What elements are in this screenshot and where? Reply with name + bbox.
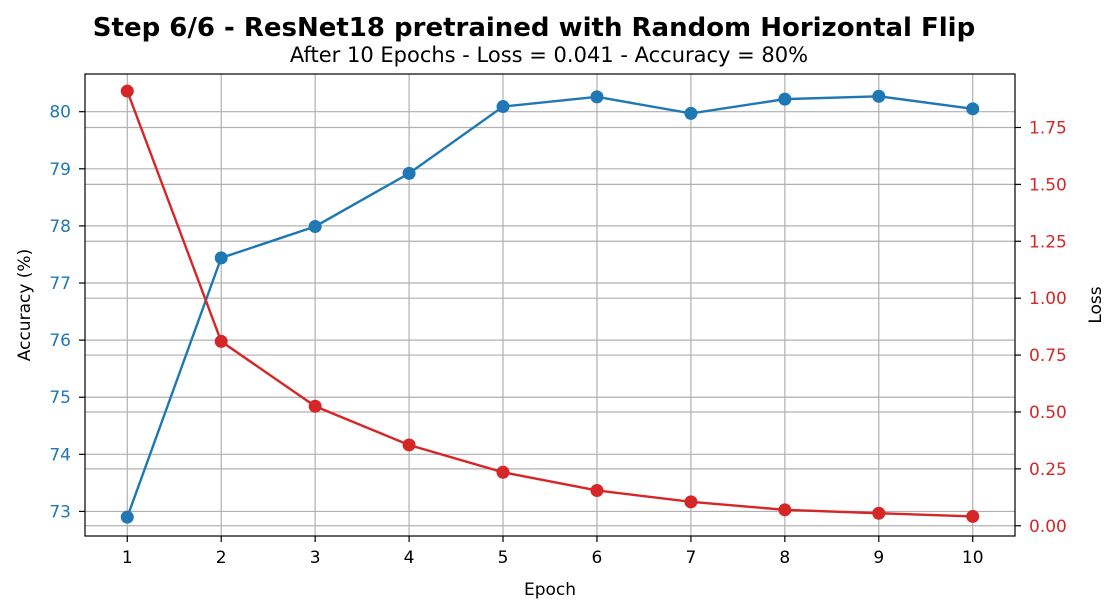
left-axis-ticks: 73 74 75 76 77 78 79 80	[49, 103, 85, 522]
accuracy-point	[214, 251, 228, 265]
x-tick-label: 5	[498, 548, 509, 568]
right-tick-label: 1.25	[1029, 232, 1067, 252]
accuracy-point	[120, 510, 134, 524]
loss-series-line	[126, 90, 973, 518]
loss-point	[402, 438, 416, 452]
x-axis-ticks: 1 2 3 4 5 6 7 8 9 10	[122, 536, 984, 568]
loss-point	[684, 495, 698, 509]
loss-point	[966, 509, 980, 523]
plot-frame	[84, 73, 1016, 537]
right-axis-label: Loss	[1086, 286, 1106, 323]
right-tick-label: 1.50	[1029, 175, 1067, 195]
right-tick-label: 0.75	[1029, 346, 1067, 366]
left-axis-label: Accuracy (%)	[15, 249, 35, 361]
accuracy-point	[684, 106, 698, 120]
right-tick-label: 0.25	[1029, 460, 1067, 480]
accuracy-point	[496, 100, 510, 114]
loss-point	[214, 334, 228, 348]
accuracy-point	[778, 92, 792, 106]
left-tick-label: 80	[49, 103, 71, 123]
chart-subtitle: After 10 Epochs - Loss = 0.041 - Accurac…	[290, 43, 808, 67]
left-tick-label: 76	[49, 331, 71, 351]
left-tick-label: 77	[49, 274, 71, 294]
x-tick-label: 8	[779, 548, 790, 568]
accuracy-point	[308, 219, 322, 233]
grid	[85, 74, 1015, 536]
loss-point	[590, 483, 604, 497]
x-tick-label: 2	[216, 548, 227, 568]
right-tick-label: 1.00	[1029, 289, 1067, 309]
x-tick-label: 9	[873, 548, 884, 568]
accuracy-series-line	[126, 95, 973, 518]
accuracy-point	[872, 89, 886, 103]
right-tick-label: 1.75	[1029, 118, 1067, 138]
accuracy-point	[590, 90, 604, 104]
left-tick-label: 78	[49, 217, 71, 237]
left-tick-label: 73	[49, 502, 71, 522]
right-axis-ticks: 0.00 0.25 0.50 0.75 1.00 1.25 1.50 1.75	[1015, 118, 1067, 537]
left-tick-label: 79	[49, 160, 71, 180]
loss-point	[120, 84, 134, 98]
left-tick-label: 74	[49, 445, 71, 465]
x-tick-label: 10	[962, 548, 984, 568]
x-tick-label: 6	[592, 548, 603, 568]
x-axis-label: Epoch	[524, 580, 576, 600]
loss-point	[872, 506, 886, 520]
loss-point	[778, 503, 792, 517]
right-tick-label: 0.50	[1029, 403, 1067, 423]
loss-point	[308, 399, 322, 413]
right-tick-label: 0.00	[1029, 517, 1067, 537]
accuracy-point	[966, 102, 980, 116]
x-tick-label: 4	[404, 548, 415, 568]
left-tick-label: 75	[49, 388, 71, 408]
loss-point	[496, 465, 510, 479]
series-layer	[120, 84, 980, 524]
x-tick-label: 1	[122, 548, 133, 568]
x-tick-label: 3	[310, 548, 321, 568]
accuracy-point	[402, 166, 416, 180]
x-tick-label: 7	[685, 548, 696, 568]
chart-title: Step 6/6 - ResNet18 pretrained with Rand…	[93, 13, 975, 43]
